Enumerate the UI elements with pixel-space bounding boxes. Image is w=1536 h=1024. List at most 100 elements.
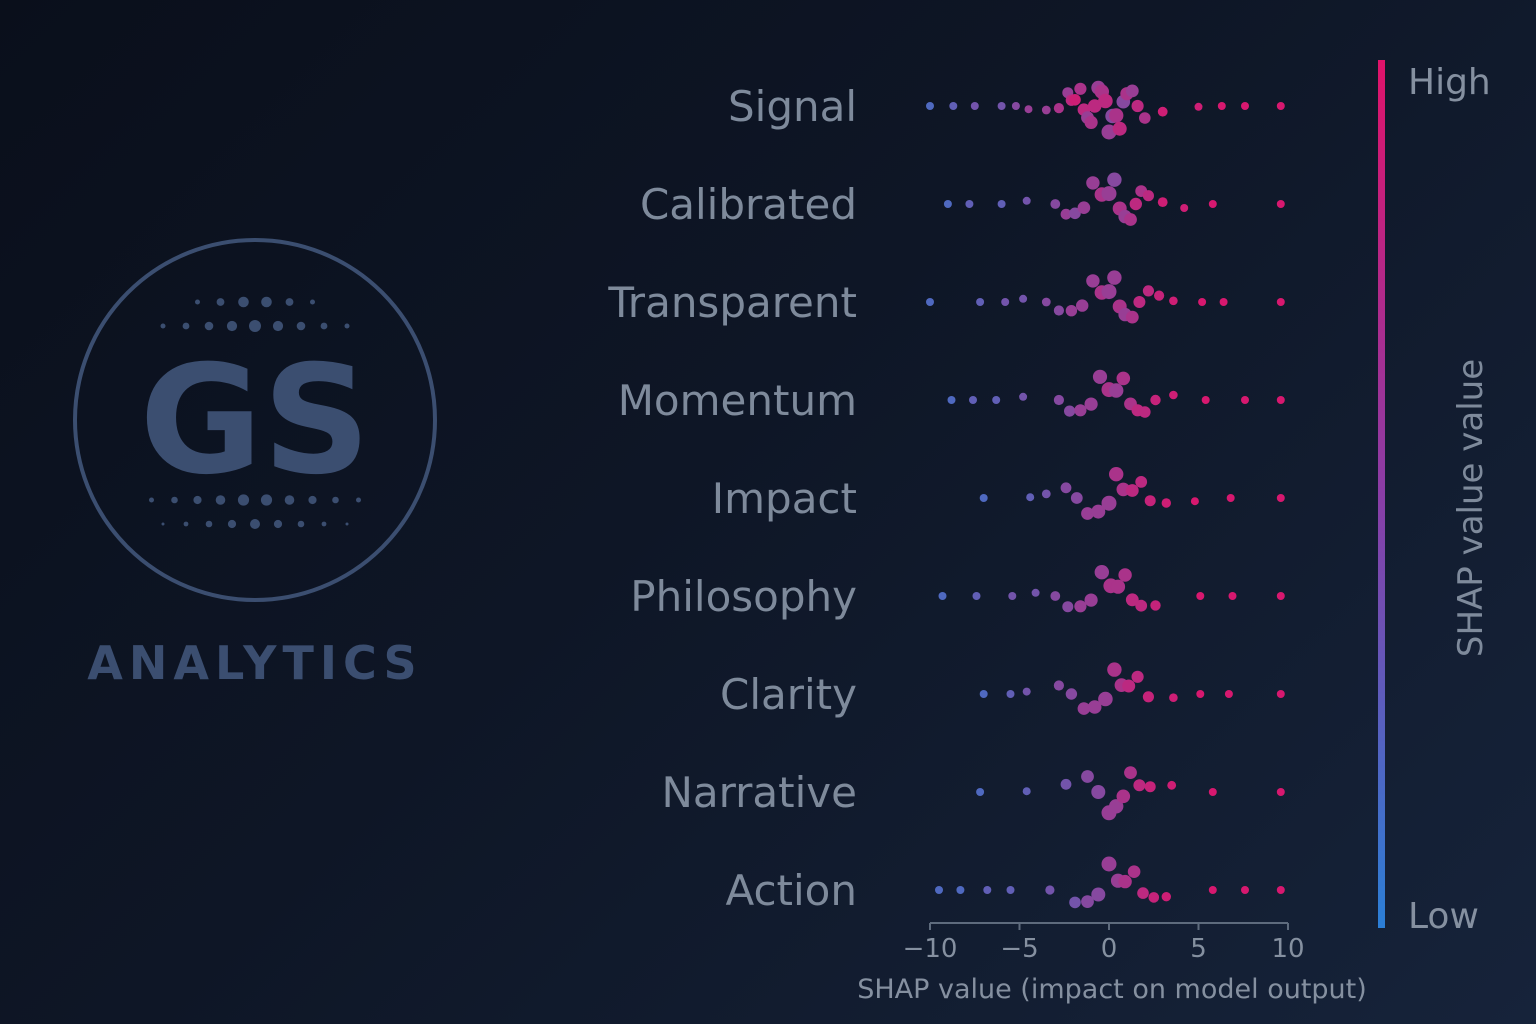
logo-wordmark: ANALYTICS (87, 636, 423, 690)
feature-label: Clarity (720, 670, 857, 719)
logo-monogram: GS (139, 334, 370, 508)
shap-point (1196, 690, 1205, 698)
shap-point (997, 102, 1006, 110)
shap-point (1129, 197, 1143, 211)
shap-point (1065, 305, 1078, 317)
logo-dot (171, 496, 178, 504)
shap-point (1196, 592, 1205, 600)
shap-point (1116, 371, 1131, 386)
shap-point (1098, 93, 1113, 109)
shap-point (1077, 201, 1091, 214)
logo-dot (249, 320, 261, 332)
shap-point (976, 788, 985, 796)
shap-point (1118, 568, 1132, 582)
shap-point (1001, 298, 1010, 306)
shap-point (1198, 298, 1207, 306)
shap-point (1169, 296, 1178, 306)
shap-point (1077, 702, 1091, 715)
shap-point (1019, 392, 1028, 401)
shap-point (1161, 892, 1172, 902)
x-tick-label: −10 (903, 934, 958, 964)
shap-point (1074, 404, 1087, 417)
logo-dot (216, 298, 225, 306)
shap-point (1131, 99, 1144, 113)
logo-dot (260, 494, 273, 506)
shap-point (1050, 199, 1061, 209)
shap-point (965, 200, 974, 208)
shap-point (1125, 310, 1139, 324)
shap-point (1087, 700, 1102, 714)
shap-point (935, 886, 943, 894)
shap-point (1070, 492, 1083, 504)
logo-dot (250, 519, 260, 529)
shap-point (1087, 99, 1102, 113)
shap-point (1112, 121, 1127, 136)
shap-point (1045, 885, 1055, 895)
logo-dot (215, 495, 226, 505)
shap-point (1069, 896, 1081, 909)
shap-point (1276, 396, 1285, 404)
logo-dot (227, 519, 237, 529)
shap-point (938, 592, 947, 600)
shap-point (1276, 298, 1285, 306)
shap-point (1208, 788, 1217, 796)
shap-point (1208, 886, 1217, 894)
shap-point (1084, 593, 1098, 607)
shap-point (1226, 494, 1235, 502)
shap-point (1219, 298, 1228, 306)
shap-point (1131, 670, 1144, 683)
shap-point (1142, 190, 1154, 202)
shap-point (969, 396, 977, 404)
shap-point (979, 494, 988, 502)
shap-point (976, 298, 985, 306)
shap-point (1125, 84, 1139, 98)
shap-point (1081, 895, 1094, 908)
shap-point (1098, 691, 1113, 707)
shap-point (1064, 405, 1076, 417)
shap-point (1101, 495, 1117, 511)
shap-point (1276, 788, 1285, 796)
logo-dot (195, 299, 200, 305)
shap-point (1031, 588, 1040, 597)
shap-point (956, 886, 965, 894)
colorbar (1378, 60, 1385, 928)
shap-point (1022, 787, 1031, 796)
shap-point (1241, 886, 1249, 894)
shap-point (1053, 305, 1064, 316)
shap-point (983, 886, 992, 894)
shap-point (1109, 799, 1124, 814)
shap-point (1069, 207, 1081, 220)
shap-point (1124, 213, 1137, 226)
shap-point (1091, 504, 1106, 519)
logo-dot (310, 299, 315, 305)
shap-point (997, 200, 1006, 208)
shap-point (1276, 102, 1285, 110)
logo-dot (149, 497, 154, 503)
shap-point (1101, 284, 1117, 300)
shap-point (1086, 176, 1100, 190)
shap-point (1076, 299, 1089, 312)
shap-point (972, 592, 981, 600)
logo-dots (149, 296, 361, 529)
shap-point (979, 690, 988, 698)
shap-point (1154, 290, 1165, 301)
shap-point (1276, 592, 1285, 600)
logo-dot (285, 298, 294, 306)
shap-point (1041, 297, 1051, 307)
shap-point (1217, 102, 1226, 110)
logo-dot (296, 321, 306, 331)
shap-point (1133, 296, 1146, 308)
shap-point (1041, 105, 1051, 115)
shap-point (1053, 680, 1064, 691)
feature-label: Calibrated (640, 180, 857, 229)
shap-point (1139, 112, 1151, 124)
shap-point (1081, 507, 1094, 520)
shap-point (1169, 390, 1178, 400)
shap-point (1006, 690, 1015, 698)
logo-dot (238, 296, 249, 308)
shap-point (1224, 690, 1233, 698)
feature-label: Action (725, 866, 857, 915)
logo-dot (205, 520, 213, 528)
shap-point (1139, 406, 1151, 418)
shap-point (1194, 102, 1203, 111)
